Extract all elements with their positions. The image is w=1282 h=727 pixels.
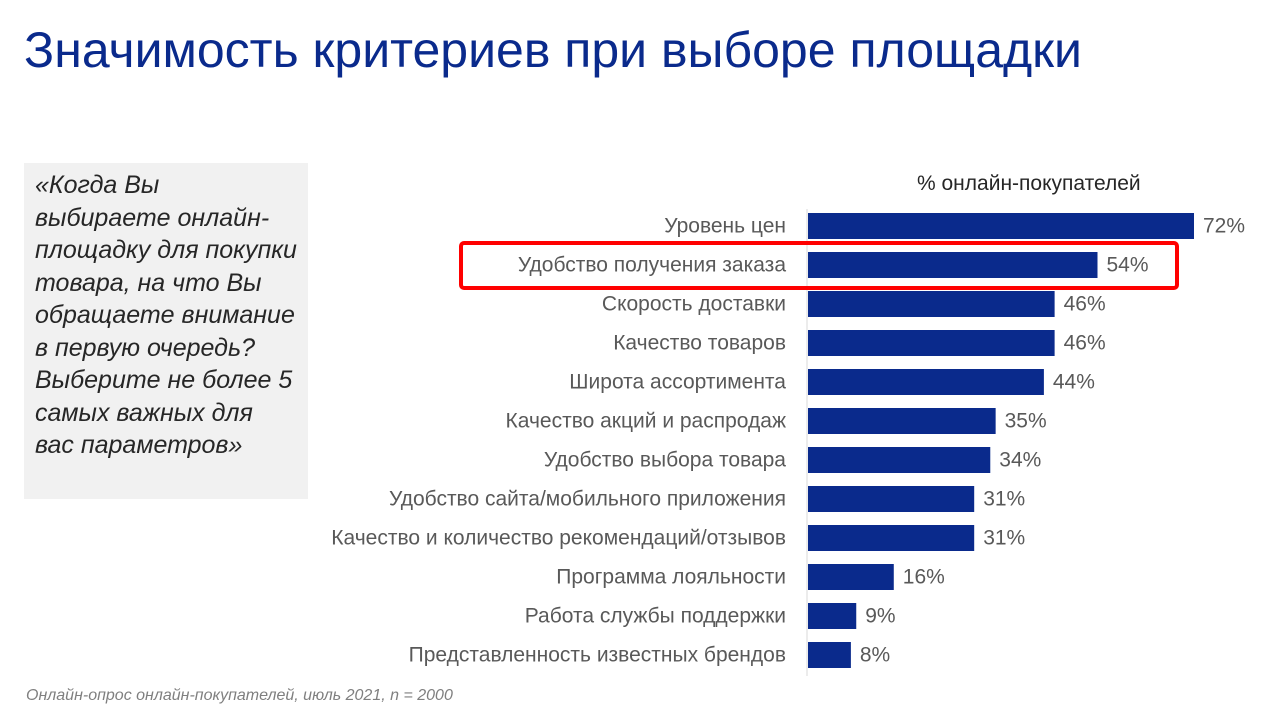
- category-label: Удобство получения заказа: [518, 254, 787, 277]
- bar-3: [808, 291, 1055, 317]
- value-label: 54%: [1107, 254, 1149, 277]
- value-label: 8%: [860, 644, 890, 667]
- value-label: 16%: [903, 566, 945, 589]
- bar-1: [808, 213, 1194, 239]
- value-label: 44%: [1053, 371, 1095, 394]
- category-label: Качество товаров: [613, 332, 786, 355]
- value-label: 34%: [999, 449, 1041, 472]
- bar-4: [808, 330, 1055, 356]
- bar-7: [808, 447, 991, 473]
- page-title: Значимость критериев при выборе площадки: [24, 22, 1082, 78]
- value-label: 9%: [865, 605, 895, 628]
- bar-9: [808, 525, 975, 551]
- survey-question: «Когда Вы выбираете онлайн-площадку для …: [24, 163, 308, 499]
- source-note: Онлайн-опрос онлайн-покупателей, июль 20…: [26, 687, 453, 704]
- bar-6: [808, 408, 996, 434]
- category-labels-group: Уровень цен Удобство получения заказа Скор…: [331, 215, 786, 667]
- highlight-box: [459, 241, 1179, 290]
- value-label: 72%: [1203, 215, 1245, 238]
- bar-8: [808, 486, 975, 512]
- bars-group: [808, 213, 1194, 668]
- category-label: Качество и количество рекомендаций/отзыв…: [331, 527, 786, 550]
- category-label: Широта ассортимента: [569, 371, 786, 394]
- category-label: Качество акций и распродаж: [506, 410, 787, 433]
- value-label: 35%: [1005, 410, 1047, 433]
- category-label: Скорость доставки: [602, 293, 786, 316]
- bar-12: [808, 642, 851, 668]
- bar-11: [808, 603, 857, 629]
- category-label: Работа службы поддержки: [525, 605, 786, 628]
- chart-unit-label: % онлайн-покупателей: [917, 172, 1141, 195]
- value-label: 31%: [983, 527, 1025, 550]
- bar-2: [808, 252, 1098, 278]
- category-label: Уровень цен: [664, 215, 786, 238]
- value-labels-group: 72%54%46%46%44%35%34%31%31%16%9%8%: [860, 215, 1245, 667]
- bar-5: [808, 369, 1044, 395]
- category-label: Удобство сайта/мобильного приложения: [389, 488, 786, 511]
- value-label: 46%: [1064, 293, 1106, 316]
- bar-10: [808, 564, 894, 590]
- value-label: 31%: [983, 488, 1025, 511]
- value-label: 46%: [1064, 332, 1106, 355]
- category-label: Представленность известных брендов: [409, 644, 786, 667]
- category-label: Удобство выбора товара: [544, 449, 786, 472]
- category-label: Программа лояльности: [556, 566, 786, 589]
